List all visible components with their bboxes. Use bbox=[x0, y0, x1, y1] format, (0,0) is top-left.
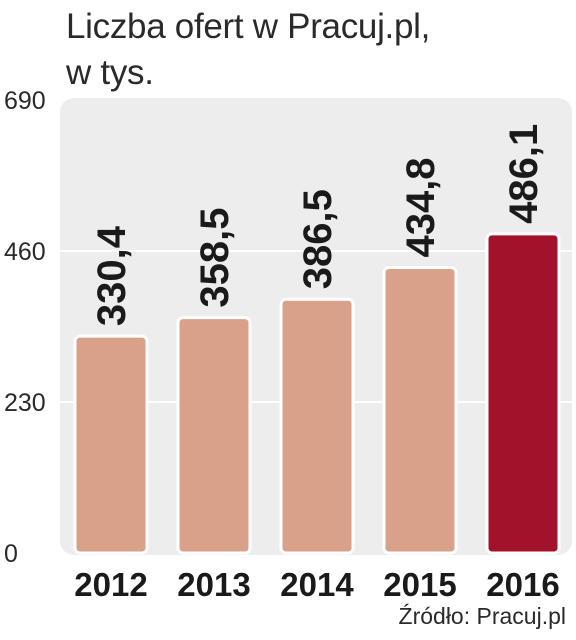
y-tick-label-0: 0 bbox=[4, 540, 18, 568]
x-tick-label-2012: 2012 bbox=[74, 566, 147, 603]
bar-2013 bbox=[176, 316, 252, 555]
x-tick-label-2015: 2015 bbox=[383, 566, 456, 603]
chart-title: Liczba ofert w Pracuj.pl, w tys. bbox=[66, 4, 430, 96]
bar-2014 bbox=[279, 297, 355, 555]
data-label-2015: 434,8 bbox=[399, 157, 443, 257]
data-label-2016: 486,1 bbox=[502, 124, 546, 224]
x-tick-label-2013: 2013 bbox=[177, 566, 250, 603]
bar-2015 bbox=[382, 266, 458, 555]
chart-title-line-1: Liczba ofert w Pracuj.pl, bbox=[66, 7, 431, 46]
bar-2012 bbox=[73, 334, 149, 555]
data-label-2014: 386,5 bbox=[296, 189, 340, 289]
chart-title-line-2: w tys. bbox=[66, 53, 154, 92]
y-tick-label-460: 460 bbox=[4, 238, 46, 266]
bar-2016 bbox=[485, 232, 561, 555]
y-tick-label-230: 230 bbox=[4, 389, 46, 417]
y-tick-label-690: 690 bbox=[4, 87, 46, 115]
data-label-2012: 330,4 bbox=[90, 225, 134, 326]
data-label-2013: 358,5 bbox=[193, 208, 237, 308]
x-tick-label-2016: 2016 bbox=[486, 566, 559, 603]
source-note: Źródło: Pracuj.pl bbox=[398, 603, 566, 629]
x-tick-label-2014: 2014 bbox=[280, 566, 354, 603]
